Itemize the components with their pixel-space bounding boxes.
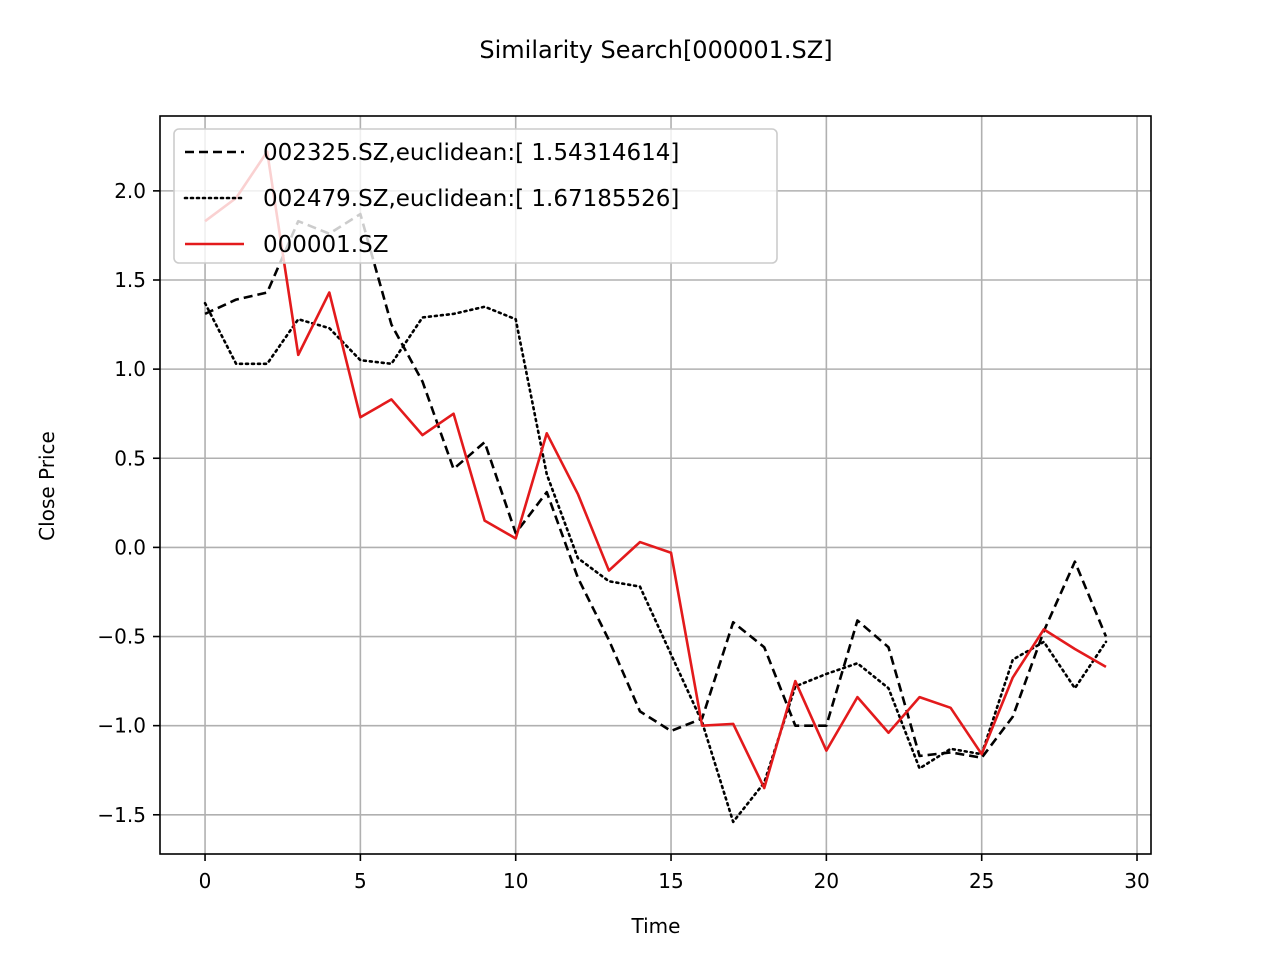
y-tick-label: 0.0 <box>114 535 146 559</box>
series-line-1 <box>204 212 1108 760</box>
chart-title: Similarity Search[000001.SZ] <box>479 36 832 64</box>
x-tick-label: 20 <box>814 869 839 893</box>
x-tick-label: 15 <box>658 869 683 893</box>
x-axis-label: Time <box>631 914 681 938</box>
x-tick-label: 5 <box>354 869 367 893</box>
legend-box <box>173 128 778 264</box>
x-tick-label: 30 <box>1124 869 1149 893</box>
y-tick-label: −0.5 <box>97 625 146 649</box>
y-tick-label: 1.5 <box>114 268 146 292</box>
plot-frame <box>159 115 1152 855</box>
y-tick-label: −1.0 <box>97 714 146 738</box>
x-tick-label: 25 <box>969 869 994 893</box>
series-line-2 <box>203 301 1108 824</box>
x-tick-label: 0 <box>199 869 212 893</box>
series-line-3 <box>204 150 1107 790</box>
y-tick-label: 2.0 <box>114 179 146 203</box>
y-tick-label: 1.0 <box>114 357 146 381</box>
axes: 0 5 10 15 20 25 30 −1.5 −1.0 −0.5 0.0 0.5 1.0 1.5 2.0 <box>97 115 1152 893</box>
y-tick-label: −1.5 <box>97 803 146 827</box>
series-lines <box>203 150 1108 824</box>
legend-label: 000001.SZ <box>263 232 388 258</box>
y-axis-label: Close Price <box>35 431 59 541</box>
x-tick-label: 10 <box>503 869 528 893</box>
legend: 002325.SZ,euclidean:[ 1.54314614] 002479.… <box>173 128 778 264</box>
y-tick-label: 0.5 <box>114 446 146 470</box>
legend-label: 002325.SZ,euclidean:[ 1.54314614] <box>263 140 679 166</box>
legend-label: 002479.SZ,euclidean:[ 1.67185526] <box>263 186 679 212</box>
